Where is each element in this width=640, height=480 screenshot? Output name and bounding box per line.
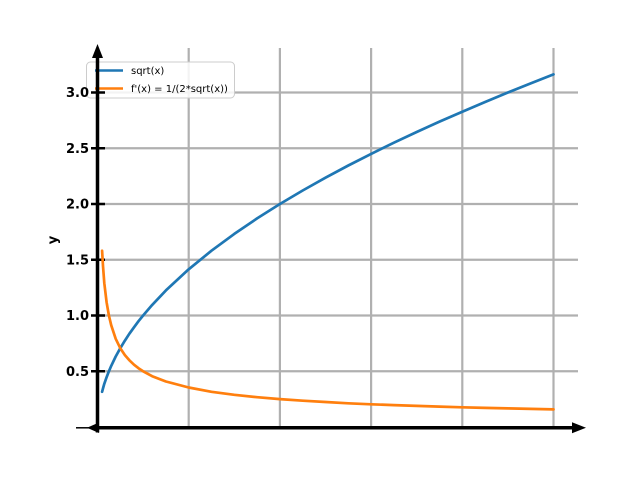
y-tick-label: 2.5 [66,142,89,157]
y-tick-label: 1.0 [66,309,89,324]
legend: sqrt(x) f'(x) = 1/(2*sqrt(x)) [86,61,235,99]
curves [100,73,555,411]
legend-box [86,61,235,99]
y-axis-label: y [46,235,61,244]
sqrt-curve [100,73,555,394]
y-axis-arrow-icon [92,44,103,58]
y-tick-label: 2.0 [66,198,89,213]
y-tick-label: 3.0 [66,86,89,101]
gridlines [97,48,578,426]
axes: 0.5 1.0 1.5 2.0 2.5 3.0 y [46,44,586,434]
legend-label-derivative: f'(x) = 1/(2*sqrt(x)) [131,84,228,95]
derivative-curve [100,249,555,411]
legend-label-sqrt: sqrt(x) [131,66,164,77]
y-tick-label: 0.5 [66,365,89,380]
x-axis-left-arrow-icon [87,422,99,433]
x-axis-arrow-icon [572,422,586,434]
y-ticks: 0.5 1.0 1.5 2.0 2.5 3.0 [66,86,105,380]
y-tick-label: 1.5 [66,253,89,268]
